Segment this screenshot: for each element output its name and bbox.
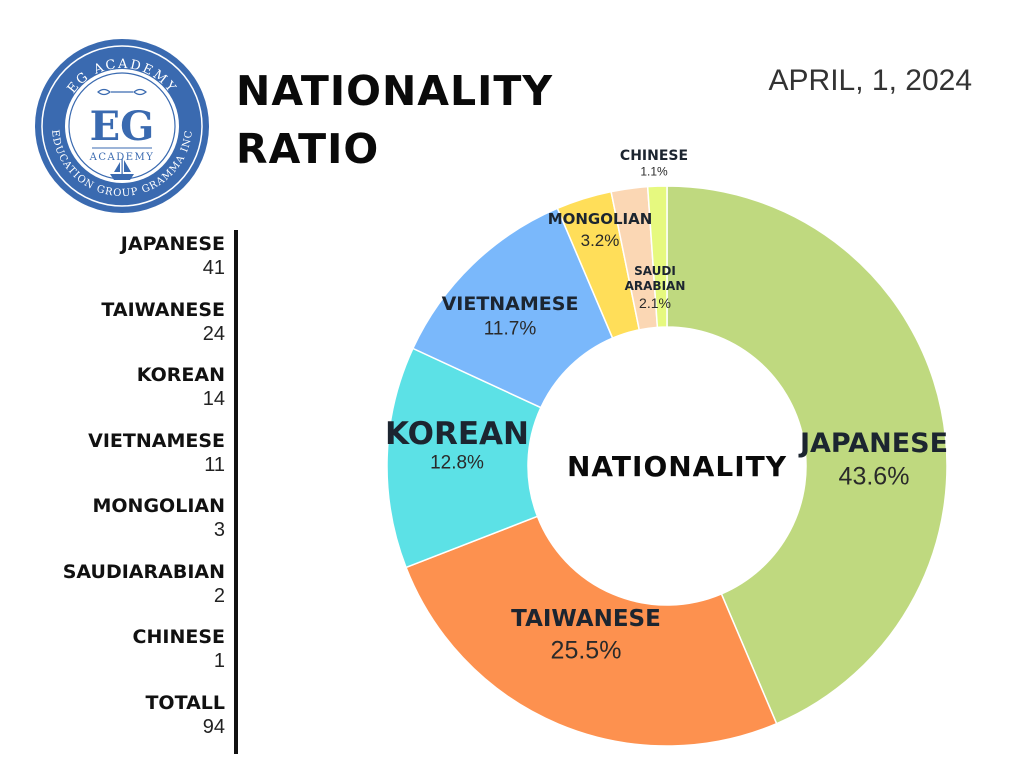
donut-slice-chinese <box>646 185 668 329</box>
list-item-name: VIETNAMESE <box>88 429 225 452</box>
list-item-count: 11 <box>204 453 225 476</box>
slice-value-label: 3.2% <box>581 231 620 250</box>
ornament-icon <box>97 88 147 96</box>
slice-value-label: 1.1% <box>640 165 668 179</box>
list-item-total: TOTALL 94 <box>20 689 225 755</box>
slice-value-label: 43.6% <box>839 463 910 491</box>
slice-label: ARABIAN <box>625 279 686 293</box>
donut-center-label: NATIONALITY <box>567 450 787 483</box>
donut-slice-taiwanese <box>405 515 778 747</box>
report-date: APRIL, 1, 2024 <box>768 64 972 97</box>
logo-initials: EG <box>90 103 155 150</box>
list-item: JAPANESE 41 <box>20 230 225 296</box>
donut-slice-japanese <box>666 185 948 725</box>
slice-value-label: 11.7% <box>484 319 537 340</box>
list-item-count: 2 <box>213 584 225 607</box>
slice-label: JAPANESE <box>798 428 948 459</box>
slice-value-label: 12.8% <box>430 453 484 474</box>
count-list: JAPANESE 41 TAIWANESE 24 KOREAN 14 VIETN… <box>20 230 225 754</box>
slice-label: CHINESE <box>620 148 688 164</box>
list-item-name: JAPANESE <box>120 233 225 255</box>
slice-label: VIETNAMESE <box>442 293 579 315</box>
title-line-2: RATIO <box>236 125 380 173</box>
list-item-count: 3 <box>213 519 225 541</box>
title-line-1: NATIONALITY <box>236 67 554 115</box>
slice-label: KOREAN <box>385 416 529 452</box>
list-divider <box>234 230 238 754</box>
list-item-count: 94 <box>202 715 225 738</box>
slice-value-label: 25.5% <box>551 637 622 665</box>
page-title: NATIONALITY RATIO <box>236 62 553 178</box>
list-item: VIETNAMESE 11 <box>20 427 225 493</box>
slice-label: SAUDI <box>634 264 676 278</box>
list-item-name: MONGOLIAN <box>92 495 226 517</box>
slice-value-label: 2.1% <box>639 295 671 311</box>
list-item: KOREAN 14 <box>20 361 225 427</box>
list-item-count: 41 <box>202 257 225 279</box>
list-item-count: 14 <box>202 388 225 410</box>
list-item: TAIWANESE 24 <box>20 296 225 362</box>
list-item-name: CHINESE <box>132 626 225 648</box>
logo-sub-text: ACADEMY <box>89 152 155 163</box>
list-item-name: TOTALL <box>145 691 225 714</box>
slice-label: TAIWANESE <box>511 606 661 632</box>
list-item: MONGOLIAN 3 <box>20 492 226 558</box>
list-item-count: 1 <box>213 650 225 672</box>
list-item-count: 24 <box>202 322 225 345</box>
list-item-name: TAIWANESE <box>101 298 225 321</box>
list-item: CHINESE 1 <box>20 623 225 689</box>
eg-academy-logo: EG ACADEMY EDUCATION GROUP GRAMMA INC EG… <box>35 39 209 213</box>
donut-slice-korean <box>386 347 542 569</box>
list-item: SAUDIARABIAN 2 <box>20 558 225 624</box>
slice-label: MONGOLIAN <box>548 210 653 228</box>
list-item-name: KOREAN <box>136 364 225 386</box>
ship-icon <box>110 159 134 180</box>
list-item-name: SAUDIARABIAN <box>62 560 225 583</box>
